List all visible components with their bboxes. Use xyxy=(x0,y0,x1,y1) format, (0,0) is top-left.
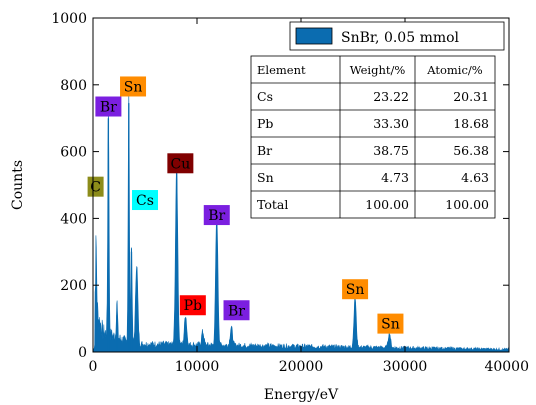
y-tick-label-0: 0 xyxy=(78,345,87,361)
peak-label-bg xyxy=(95,96,122,117)
x-tick-label-4: 40000 xyxy=(484,359,529,375)
peak-label-bg xyxy=(132,190,158,211)
peak-label-text: Br xyxy=(228,303,245,319)
spectrum-area xyxy=(92,91,510,353)
peak-label-text: Cu xyxy=(170,156,190,172)
peak-label-bg xyxy=(120,76,147,97)
peak-label-text: Sn xyxy=(381,317,400,333)
peak-label-0: C xyxy=(87,176,104,197)
peak-label-bg xyxy=(223,300,250,321)
axes: 0 10000 20000 30000 40000 0 200 400 600 800 1000 xyxy=(51,11,529,375)
table-cell: 100.00 xyxy=(365,197,409,212)
peak-label-bg xyxy=(87,176,104,197)
table-row: Pb 33.30 18.68 xyxy=(257,116,489,131)
table-cell: 33.30 xyxy=(373,116,409,131)
peak-label-text: Sn xyxy=(346,282,365,298)
peak-label-text: Br xyxy=(208,208,225,224)
table-cell: 20.31 xyxy=(453,89,489,104)
table-row: Total 100.00 100.00 xyxy=(257,197,489,212)
legend-label: SnBr, 0.05 mmol xyxy=(341,30,460,46)
x-tick-label-2: 20000 xyxy=(279,359,324,375)
table-cell: Br xyxy=(257,143,272,158)
table-header-row: Element Weight/% Atomic/% xyxy=(257,63,483,77)
y-tick-label-3: 600 xyxy=(60,145,87,161)
table-cell: Sn xyxy=(257,170,274,185)
table-cell: 23.22 xyxy=(373,89,409,104)
table-header-cell: Weight/% xyxy=(350,63,406,77)
y-tick-label-4: 800 xyxy=(60,78,87,94)
table-cell: 56.38 xyxy=(453,143,489,158)
peak-label-text: C xyxy=(90,180,101,196)
peak-label-3: Cs xyxy=(132,190,158,211)
x-tick-label-0: 0 xyxy=(89,359,98,375)
y-tick-label-1: 200 xyxy=(60,278,87,294)
table-cell: 4.73 xyxy=(381,170,409,185)
table-header-cell: Atomic/% xyxy=(426,63,483,77)
table-row: Sn 4.73 4.63 xyxy=(257,170,489,185)
table-row: Br 38.75 56.38 xyxy=(257,143,489,158)
peak-label-text: Br xyxy=(100,100,117,116)
table-cell: Cs xyxy=(257,89,273,104)
peak-label-text: Pb xyxy=(184,298,202,314)
peak-label-2: Sn xyxy=(120,76,147,97)
table-cell: 100.00 xyxy=(445,197,489,212)
peak-label-5: Br xyxy=(203,205,230,226)
peak-label-1: Br xyxy=(95,96,122,117)
table-cell: Total xyxy=(257,197,288,212)
peak-label-8: Sn xyxy=(342,279,369,300)
peak-label-bg xyxy=(377,313,404,334)
y-axis-title: Counts xyxy=(10,160,26,210)
peak-label-9: Sn xyxy=(377,313,404,334)
table-cell: 4.63 xyxy=(461,170,489,185)
y-tick-label-2: 400 xyxy=(60,211,87,227)
peak-label-4: Cu xyxy=(167,153,194,174)
legend: SnBr, 0.05 mmol xyxy=(289,21,505,51)
x-axis-title: Energy/eV xyxy=(264,387,339,403)
table-cell: 18.68 xyxy=(453,116,489,131)
peak-label-bg xyxy=(179,295,206,316)
table-cell: 38.75 xyxy=(373,143,409,158)
peak-label-6: Pb xyxy=(179,295,206,316)
table-header-cell: Element xyxy=(257,63,306,77)
peak-label-text: Sn xyxy=(124,79,143,95)
legend-swatch xyxy=(295,27,333,45)
peak-label-bg xyxy=(342,279,369,300)
table-cell: Pb xyxy=(257,116,273,131)
composition-table: Element Weight/% Atomic/% Cs 23.22 20.31 Pb 33.… xyxy=(250,55,496,219)
peak-labels: C Br Sn Cs Cu Br Pb Br Sn Sn xyxy=(87,76,404,334)
x-tick-label-1: 10000 xyxy=(175,359,220,375)
peak-label-bg xyxy=(167,153,194,174)
table-row: Cs 23.22 20.31 xyxy=(257,89,489,104)
peak-label-7: Br xyxy=(223,300,250,321)
peak-label-bg xyxy=(203,205,230,226)
peak-label-text: Cs xyxy=(136,193,154,209)
x-tick-label-3: 30000 xyxy=(383,359,428,375)
y-tick-label-5: 1000 xyxy=(51,11,87,27)
